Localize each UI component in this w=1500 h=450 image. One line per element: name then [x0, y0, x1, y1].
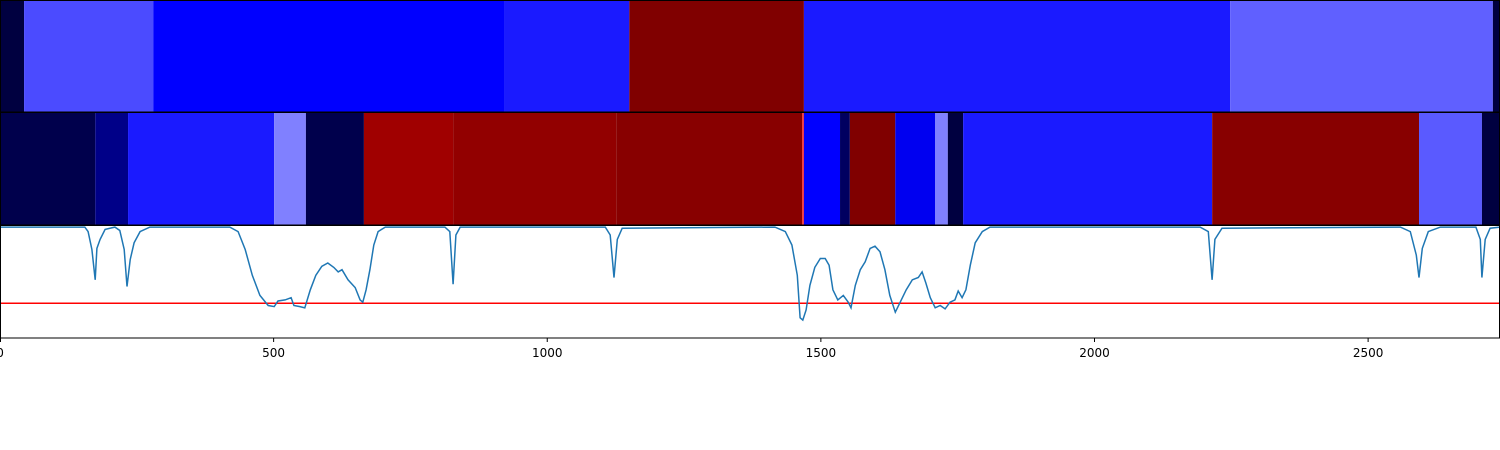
segment: [24, 1, 154, 112]
segment: [616, 113, 803, 225]
segment: [153, 1, 505, 112]
segment: [895, 113, 936, 225]
segment: [1419, 113, 1482, 225]
segment: [1230, 1, 1493, 112]
x-tick-label: 2500: [1353, 346, 1384, 360]
segment: [95, 113, 129, 225]
segment: [128, 113, 275, 225]
data-line: [0, 226, 1500, 322]
segment: [629, 1, 804, 112]
segment: [274, 113, 306, 225]
panel-frame: [0, 225, 1500, 339]
segment: [802, 113, 804, 225]
x-tick-label: 0: [0, 346, 4, 360]
segment: [840, 113, 850, 225]
segment: [305, 113, 364, 225]
segment: [947, 113, 964, 225]
x-tick-label: 2000: [1079, 346, 1110, 360]
segment: [935, 113, 948, 225]
x-tick-label: 1500: [806, 346, 837, 360]
segment: [1212, 113, 1420, 225]
segment: [849, 113, 896, 225]
segment: [1492, 1, 1500, 112]
segment: [803, 1, 1231, 112]
segment: [453, 113, 617, 225]
segment: [363, 113, 454, 225]
segment: [1481, 113, 1500, 225]
x-tick-label: 1000: [532, 346, 563, 360]
segment: [0, 1, 25, 112]
segment: [0, 113, 96, 225]
segment: [504, 1, 630, 112]
segment: [963, 113, 1213, 225]
segment: [803, 113, 841, 225]
x-tick-label: 500: [262, 346, 285, 360]
